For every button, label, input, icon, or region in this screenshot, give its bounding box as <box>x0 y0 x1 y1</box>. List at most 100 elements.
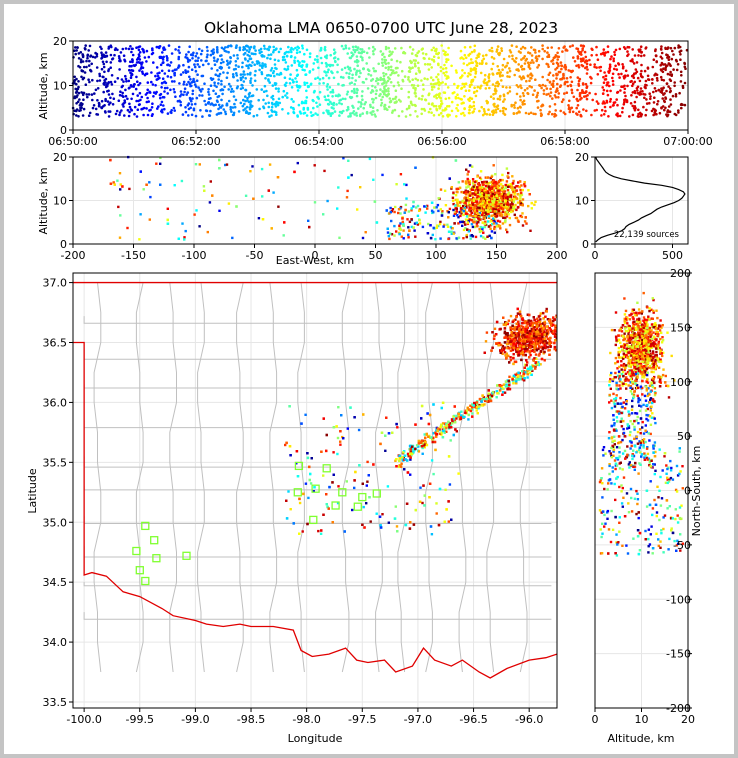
time-altitude-point <box>629 80 632 83</box>
ew-altitude-point <box>511 204 514 207</box>
time-altitude-point <box>323 95 327 98</box>
time-altitude-point <box>122 102 125 105</box>
time-altitude-point <box>446 58 450 61</box>
time-altitude-point <box>513 73 516 77</box>
time-altitude-point <box>394 89 398 92</box>
ew-altitude-point <box>139 170 142 173</box>
time-altitude-point <box>677 111 680 114</box>
time-altitude-point <box>558 85 562 88</box>
ew-altitude-point <box>456 190 459 194</box>
time-altitude-point <box>81 60 85 63</box>
time-altitude-point <box>577 110 581 114</box>
time-altitude-point <box>411 66 414 69</box>
ew-altitude-point <box>477 221 480 224</box>
time-altitude-point <box>277 87 280 90</box>
time-altitude-point <box>161 110 164 114</box>
time-altitude-point <box>546 51 549 54</box>
time-altitude-point <box>463 107 466 111</box>
altitude-tick-label: 20 <box>575 151 589 164</box>
time-altitude-point <box>393 47 397 50</box>
ew-altitude-point <box>403 183 406 186</box>
time-altitude-point <box>612 59 615 63</box>
ew-altitude-point <box>509 203 512 206</box>
time-altitude-point <box>312 106 315 110</box>
time-altitude-point <box>523 46 527 50</box>
time-altitude-point <box>281 58 285 62</box>
ew-altitude-point <box>502 203 505 206</box>
time-altitude-point <box>412 86 415 90</box>
time-altitude-point <box>132 85 135 88</box>
ew-altitude-point <box>482 216 486 219</box>
time-altitude-point <box>258 61 261 65</box>
time-altitude-point <box>667 55 671 59</box>
ew-altitude-point <box>452 208 455 212</box>
time-altitude-point <box>212 48 215 51</box>
time-altitude-point <box>213 84 216 87</box>
ew-altitude-point <box>495 185 498 188</box>
time-altitude-point <box>308 52 312 55</box>
ew-altitude-point <box>473 210 477 213</box>
time-altitude-point <box>249 81 252 85</box>
ew-altitude-point <box>487 181 490 185</box>
time-altitude-point <box>297 103 301 107</box>
time-altitude-point <box>677 109 680 112</box>
time-altitude-point <box>511 54 514 58</box>
ew-altitude-point <box>473 217 476 221</box>
ew-altitude-point <box>461 220 464 223</box>
time-altitude-point <box>353 82 357 86</box>
time-altitude-point <box>198 65 201 69</box>
ew-altitude-point <box>138 238 141 241</box>
time-altitude-point <box>78 66 82 69</box>
time-altitude-point <box>243 47 247 51</box>
time-altitude-point <box>199 52 203 56</box>
time-altitude-point <box>585 65 589 69</box>
time-altitude-point <box>196 59 199 62</box>
time-altitude-point <box>210 67 213 70</box>
time-altitude-point <box>408 70 412 73</box>
time-altitude-point <box>608 63 612 66</box>
time-altitude-point <box>533 48 537 52</box>
time-altitude-point <box>263 47 267 50</box>
time-altitude-point <box>189 106 192 110</box>
time-altitude-point <box>372 67 375 70</box>
time-altitude-point <box>472 110 476 113</box>
time-altitude-point <box>508 75 511 79</box>
plan-view-point <box>309 482 313 485</box>
time-altitude-point <box>170 109 173 112</box>
time-altitude-point <box>348 56 352 60</box>
time-altitude-point <box>498 98 502 101</box>
time-altitude-point <box>530 54 534 57</box>
time-altitude-point <box>475 64 478 67</box>
ew-altitude-point <box>118 172 122 175</box>
ew-altitude-point <box>235 205 238 208</box>
time-altitude-point <box>135 75 138 79</box>
time-altitude-point <box>196 73 199 76</box>
time-altitude-point <box>393 71 397 75</box>
time-altitude-point <box>478 109 481 113</box>
time-altitude-point <box>92 104 96 107</box>
time-altitude-point <box>150 106 154 109</box>
time-altitude-point <box>312 62 316 65</box>
time-altitude-point <box>576 113 579 116</box>
time-altitude-point <box>528 52 532 55</box>
time-altitude-point <box>407 90 411 94</box>
time-altitude-point <box>292 108 296 111</box>
ew-altitude-point <box>520 184 523 187</box>
time-altitude-point <box>666 64 669 67</box>
ew-altitude-point <box>510 186 514 189</box>
ew-altitude-point <box>483 206 486 209</box>
time-altitude-point <box>383 92 386 96</box>
time-altitude-point <box>177 57 180 61</box>
ew-altitude-point <box>462 228 466 232</box>
time-altitude-point <box>283 76 287 79</box>
time-altitude-point <box>410 83 414 87</box>
ew-altitude-point <box>480 229 483 233</box>
time-altitude-point <box>623 84 626 88</box>
time-altitude-point <box>173 109 176 112</box>
time-altitude-point <box>267 48 271 52</box>
ew-altitude-point <box>415 206 418 209</box>
ew-altitude-point <box>491 203 494 206</box>
time-altitude-point <box>622 103 626 106</box>
ew-altitude-point <box>194 163 198 166</box>
ew-altitude-point <box>456 214 459 217</box>
